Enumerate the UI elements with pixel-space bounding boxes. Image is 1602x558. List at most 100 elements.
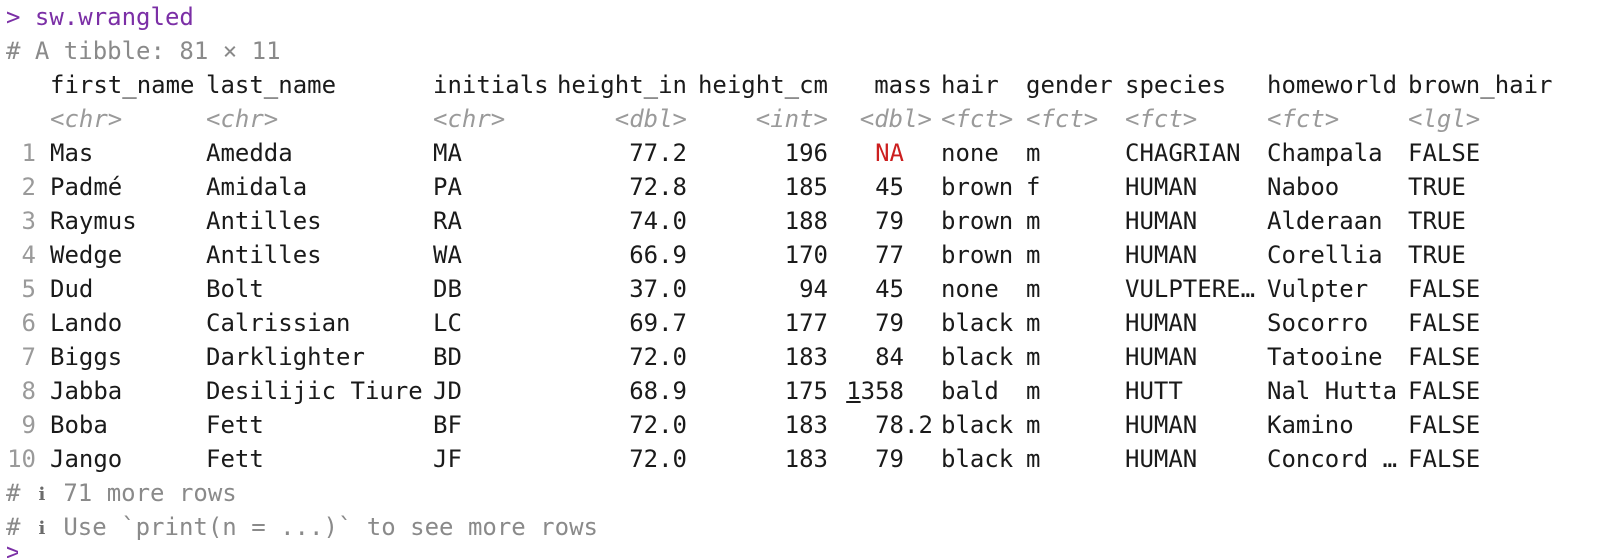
column-header-height-in: height_in [556, 71, 687, 99]
cell-height-cm: 188 [784, 207, 828, 235]
column-type-row: <chr> <chr> <chr> <dbl> <int> <dbl> <fct> <fct>… [6, 102, 1596, 136]
column-type-brown-hair: <lgl> [1408, 105, 1481, 133]
cell-hair: none [941, 275, 999, 303]
cell-homeworld: Alderaan [1267, 207, 1383, 235]
cell-height-cm: 175 [784, 377, 828, 405]
cell-homeworld: Concord … [1267, 445, 1398, 473]
cell-hair: bald [941, 377, 999, 405]
column-header-brown-hair: brown_hair [1408, 71, 1553, 99]
cell-species: HUMAN [1125, 411, 1198, 439]
column-type-height-in: <dbl> [614, 105, 687, 133]
comment-hash: # [6, 513, 21, 541]
cell-gender: m [1026, 411, 1041, 439]
cell-first-name: Padmé [50, 173, 123, 201]
column-type-gender: <fct> [1026, 105, 1099, 133]
column-header-mass: mass [874, 71, 932, 99]
cell-species: HUMAN [1125, 207, 1198, 235]
cell-first-name: Jabba [50, 377, 123, 405]
column-type-last-name: <chr> [206, 105, 279, 133]
cell-last-name: Desilijic Tiure [206, 377, 423, 405]
cell-height-in: 72.0 [629, 445, 687, 473]
cell-homeworld: Corellia [1267, 241, 1383, 269]
cell-hair: black [941, 411, 1014, 439]
cell-mass: 1358 [846, 377, 904, 405]
cell-gender: m [1026, 309, 1041, 337]
cell-initials: MA [433, 139, 462, 167]
cell-brown-hair: FALSE [1408, 343, 1481, 371]
cell-gender: m [1026, 445, 1041, 473]
table-row: 2 Padmé Amidala PA 72.8 185 45 brown f HUMAN Naboo… [6, 170, 1596, 204]
table-row: 4 Wedge Antilles WA 66.9 170 77 brown m HUMAN Core… [6, 238, 1596, 272]
print-hint-text: Use `print(n = ...)` to see more rows [63, 513, 598, 541]
table-row: 8 Jabba Desilijic Tiure JD 68.9 175 1358 bald m H… [6, 374, 1596, 408]
cell-mass: 45 [875, 275, 904, 303]
cell-initials: DB [433, 275, 462, 303]
row-number: 7 [21, 343, 36, 371]
cell-height-cm: 170 [784, 241, 828, 269]
table-row: 9 Boba Fett BF 72.0 183 78.2 black m HUMAN Kamino F… [6, 408, 1596, 442]
more-rows-text: 71 more rows [63, 479, 237, 507]
cell-gender: f [1026, 173, 1041, 201]
cell-last-name: Bolt [206, 275, 264, 303]
cell-height-in: 72.0 [629, 343, 687, 371]
table-row: 5 Dud Bolt DB 37.0 94 45 none m VULPTERE… Vulpter F… [6, 272, 1596, 306]
column-header-initials: initials [433, 71, 549, 99]
row-number: 3 [21, 207, 36, 235]
cell-hair: brown [941, 173, 1014, 201]
cell-height-in: 72.0 [629, 411, 687, 439]
cell-gender: m [1026, 207, 1041, 235]
cell-gender: m [1026, 139, 1041, 167]
table-row: 10 Jango Fett JF 72.0 183 79 black m HUMAN Concord… [6, 442, 1596, 476]
cell-hair: brown [941, 241, 1014, 269]
tibble-summary-comment: # A tibble: 81 × 11 [6, 37, 281, 65]
cell-height-cm: 177 [784, 309, 828, 337]
cell-hair: brown [941, 207, 1014, 235]
column-header-homeworld: homeworld [1267, 71, 1398, 99]
cell-first-name: Mas [50, 139, 94, 167]
cell-species: HUMAN [1125, 241, 1198, 269]
column-header-row: first_name last_name initials height_in heig… [6, 68, 1596, 102]
tibble-table: first_name last_name initials height_in heig… [6, 68, 1596, 476]
cell-height-in: 68.9 [629, 377, 687, 405]
cell-mass: 78.2 [875, 411, 933, 439]
cell-first-name: Wedge [50, 241, 123, 269]
cell-initials: WA [433, 241, 462, 269]
info-icon: i [38, 518, 46, 539]
cell-mass: 84 [875, 343, 904, 371]
column-type-mass: <dbl> [859, 105, 932, 133]
prompt-symbol: > [6, 3, 21, 31]
cell-gender: m [1026, 377, 1041, 405]
cell-height-in: 77.2 [629, 139, 687, 167]
cell-homeworld: Kamino [1267, 411, 1354, 439]
cell-height-cm: 183 [784, 343, 828, 371]
row-number: 9 [21, 411, 36, 439]
cell-homeworld: Tatooine [1267, 343, 1383, 371]
cell-height-cm: 185 [784, 173, 828, 201]
cell-last-name: Darklighter [206, 343, 365, 371]
cell-last-name: Fett [206, 445, 264, 473]
row-number: 6 [21, 309, 36, 337]
column-header-species: species [1125, 71, 1227, 99]
next-prompt-cutoff: > [6, 546, 18, 558]
table-row: 6 Lando Calrissian LC 69.7 177 79 black m HUMAN So… [6, 306, 1596, 340]
cell-first-name: Dud [50, 275, 94, 303]
cell-gender: m [1026, 241, 1041, 269]
cell-species: CHAGRIAN [1125, 139, 1241, 167]
table-row: 7 Biggs Darklighter BD 72.0 183 84 black m HUMAN T… [6, 340, 1596, 374]
column-type-height-cm: <int> [755, 105, 828, 133]
column-type-species: <fct> [1125, 105, 1198, 133]
info-icon: i [38, 484, 46, 505]
r-console-output: > sw.wrangled # A tibble: 81 × 11 first_… [6, 0, 1596, 544]
console-prompt-line[interactable]: > sw.wrangled [6, 0, 1596, 34]
cell-brown-hair: FALSE [1408, 275, 1481, 303]
cell-hair: black [941, 309, 1014, 337]
table-row: 1 Mas Amedda MA 77.2 196 NA none m CHAGRIAN Champa… [6, 136, 1596, 170]
cell-first-name: Lando [50, 309, 123, 337]
cell-species: HUMAN [1125, 173, 1198, 201]
cell-initials: LC [433, 309, 462, 337]
cell-initials: PA [433, 173, 462, 201]
cell-homeworld: Nal Hutta [1267, 377, 1398, 405]
comment-hash: # [6, 479, 21, 507]
column-header-gender: gender [1026, 71, 1113, 99]
cell-brown-hair: TRUE [1408, 207, 1466, 235]
